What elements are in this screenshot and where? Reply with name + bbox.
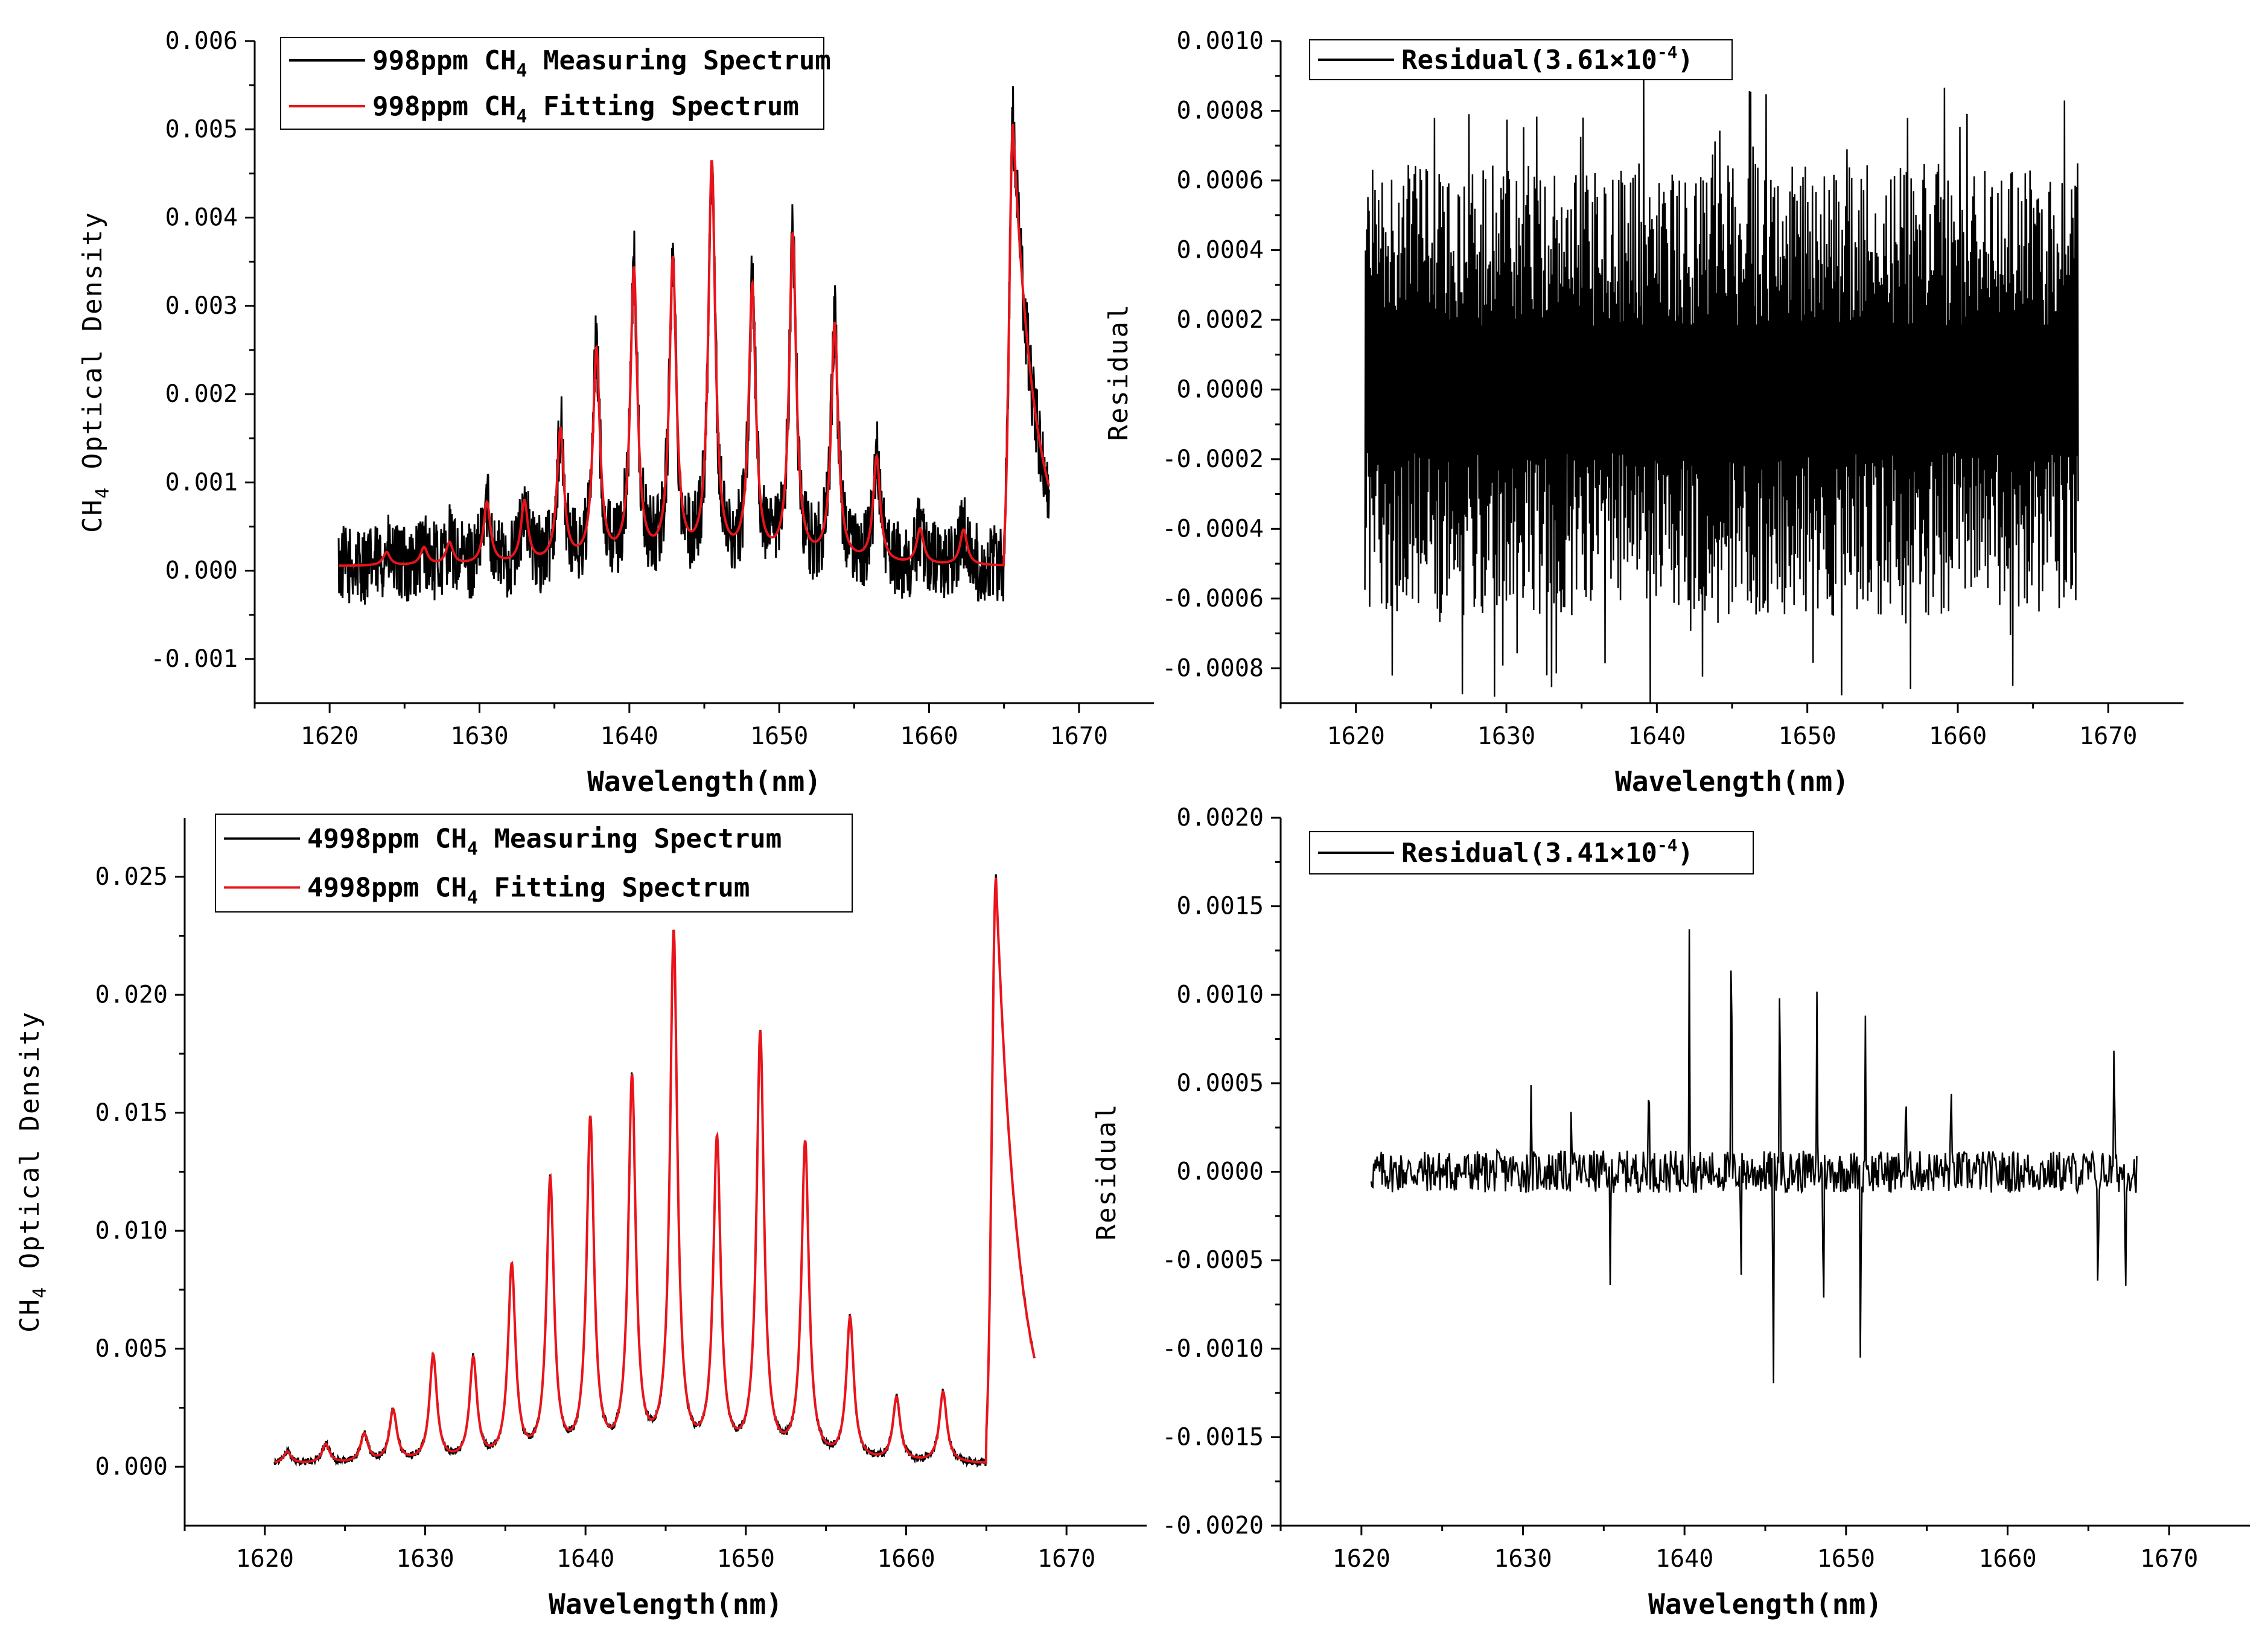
legend-label: 4998ppm CH4 Fitting Spectrum — [307, 873, 750, 909]
y-tick-label: -0.0015 — [1162, 1423, 1264, 1451]
y-tick-label: 0.0000 — [1177, 1158, 1264, 1186]
series-fitting — [274, 878, 1036, 1464]
y-tick-label: 0.0010 — [1177, 27, 1264, 55]
y-tick-label: 0.002 — [165, 380, 238, 408]
y-tick-label: -0.0020 — [1162, 1512, 1264, 1540]
plot-area — [1370, 929, 2138, 1384]
x-axis-title: Wavelength(nm) — [1615, 765, 1849, 798]
series-measuring — [337, 86, 1050, 605]
y-tick-label: -0.0005 — [1162, 1246, 1264, 1274]
y-axis-title: Residual — [1103, 304, 1134, 441]
x-tick-label: 1650 — [1817, 1545, 1875, 1573]
legend-box — [215, 814, 853, 913]
y-tick-label: 0.000 — [95, 1453, 168, 1480]
y-tick-label: -0.0008 — [1162, 654, 1264, 682]
y-tick-label: -0.001 — [151, 645, 238, 673]
x-tick-label: 1660 — [900, 722, 958, 750]
y-tick-label: 0.004 — [165, 204, 238, 232]
legend: 998ppm CH4 Measuring Spectrum 998ppm CH4 … — [280, 37, 831, 130]
x-tick-label: 1670 — [2079, 722, 2137, 750]
legend-label: Residual(3.41×10-4) — [1401, 835, 1693, 868]
y-tick-label: 0.015 — [95, 1099, 168, 1127]
x-tick-label: 1640 — [1655, 1545, 1713, 1573]
y-tick-label: 0.0000 — [1177, 375, 1264, 403]
x-axis-title: Wavelength(nm) — [549, 1588, 783, 1620]
legend: 4998ppm CH4 Measuring Spectrum 4998ppm CH… — [215, 814, 853, 913]
legend-label: 998ppm CH4 Measuring Spectrum — [372, 45, 831, 81]
y-tick-label: 0.0002 — [1177, 306, 1264, 334]
x-tick-label: 1660 — [1978, 1545, 2036, 1573]
series-residual — [1370, 929, 2138, 1384]
x-tick-label: 1650 — [717, 1545, 775, 1573]
y-tick-label: -0.0002 — [1162, 445, 1264, 473]
y-tick-label: 0.0004 — [1177, 236, 1264, 264]
y-tick-label: -0.0004 — [1162, 515, 1264, 543]
y-tick-label: 0.025 — [95, 863, 168, 891]
y-axis-title: Residual — [1091, 1103, 1122, 1241]
legend-label: Residual(3.61×10-4) — [1401, 42, 1693, 75]
y-tick-label: 0.003 — [165, 292, 238, 320]
x-tick-label: 1650 — [1779, 722, 1836, 750]
y-tick-label: 0.001 — [165, 468, 238, 496]
y-tick-label: 0.020 — [95, 981, 168, 1008]
y-tick-label: 0.000 — [165, 557, 238, 585]
x-tick-label: 1620 — [301, 722, 358, 750]
plot-area — [1364, 80, 2079, 703]
y-axis-title: CH4 Optical Density — [14, 1011, 51, 1333]
x-tick-label: 1630 — [1477, 722, 1535, 750]
y-tick-label: 0.0020 — [1177, 804, 1264, 832]
legend-label: 4998ppm CH4 Measuring Spectrum — [307, 824, 782, 860]
x-tick-label: 1640 — [1628, 722, 1686, 750]
panel-p3: 1620 1630 1640 1650 1660 1670 0.000 0.005 0.010 0… — [14, 814, 1147, 1620]
panel-p2: 1620 1630 1640 1650 1660 1670 -0.0008 -0.0006 -0… — [1103, 27, 2184, 798]
panel-p4: 1620 1630 1640 1650 1660 1670 -0.0020 -0.0015 -0… — [1091, 804, 2250, 1620]
x-tick-label: 1640 — [556, 1545, 614, 1573]
x-tick-label: 1630 — [450, 722, 508, 750]
y-tick-label: 0.010 — [95, 1217, 168, 1244]
x-tick-label: 1640 — [600, 722, 658, 750]
series-residual — [1364, 80, 2079, 703]
y-tick-label: 0.0006 — [1177, 167, 1264, 194]
x-axis-title: Wavelength(nm) — [1648, 1588, 1882, 1620]
y-tick-label: 0.005 — [165, 115, 238, 143]
x-tick-label: 1660 — [877, 1545, 935, 1573]
x-tick-label: 1620 — [236, 1545, 294, 1573]
y-tick-label: 0.005 — [95, 1335, 168, 1363]
x-tick-label: 1620 — [1333, 1545, 1390, 1573]
legend: Residual(3.61×10-4) — [1309, 39, 1733, 80]
series-fitting — [339, 124, 1051, 567]
x-axis-title: Wavelength(nm) — [587, 765, 821, 798]
x-tick-label: 1670 — [1037, 1545, 1095, 1573]
y-tick-label: 0.0008 — [1177, 97, 1264, 124]
y-tick-label: 0.006 — [165, 27, 238, 55]
plot-area — [273, 874, 1036, 1468]
y-tick-label: 0.0010 — [1177, 981, 1264, 1008]
x-tick-label: 1630 — [1494, 1545, 1552, 1573]
y-tick-label: -0.0010 — [1162, 1335, 1264, 1363]
legend-label: 998ppm CH4 Fitting Spectrum — [372, 91, 799, 127]
y-tick-label: 0.0015 — [1177, 893, 1264, 920]
x-tick-label: 1630 — [396, 1545, 454, 1573]
x-tick-label: 1670 — [2140, 1545, 2198, 1573]
x-tick-label: 1670 — [1050, 722, 1108, 750]
legend-box — [280, 37, 824, 130]
x-tick-label: 1660 — [1929, 722, 1987, 750]
panel-p1: 1620 1630 1640 1650 1660 1670 -0.001 0.000 0.001… — [77, 27, 1154, 798]
y-tick-label: -0.0006 — [1162, 585, 1264, 613]
legend: Residual(3.41×10-4) — [1309, 831, 1754, 874]
plot-area — [337, 86, 1051, 605]
x-tick-label: 1650 — [750, 722, 808, 750]
x-tick-label: 1620 — [1327, 722, 1385, 750]
series-measuring — [273, 874, 1036, 1468]
y-axis-title: CH4 Optical Density — [77, 211, 113, 533]
y-tick-label: 0.0005 — [1177, 1069, 1264, 1097]
